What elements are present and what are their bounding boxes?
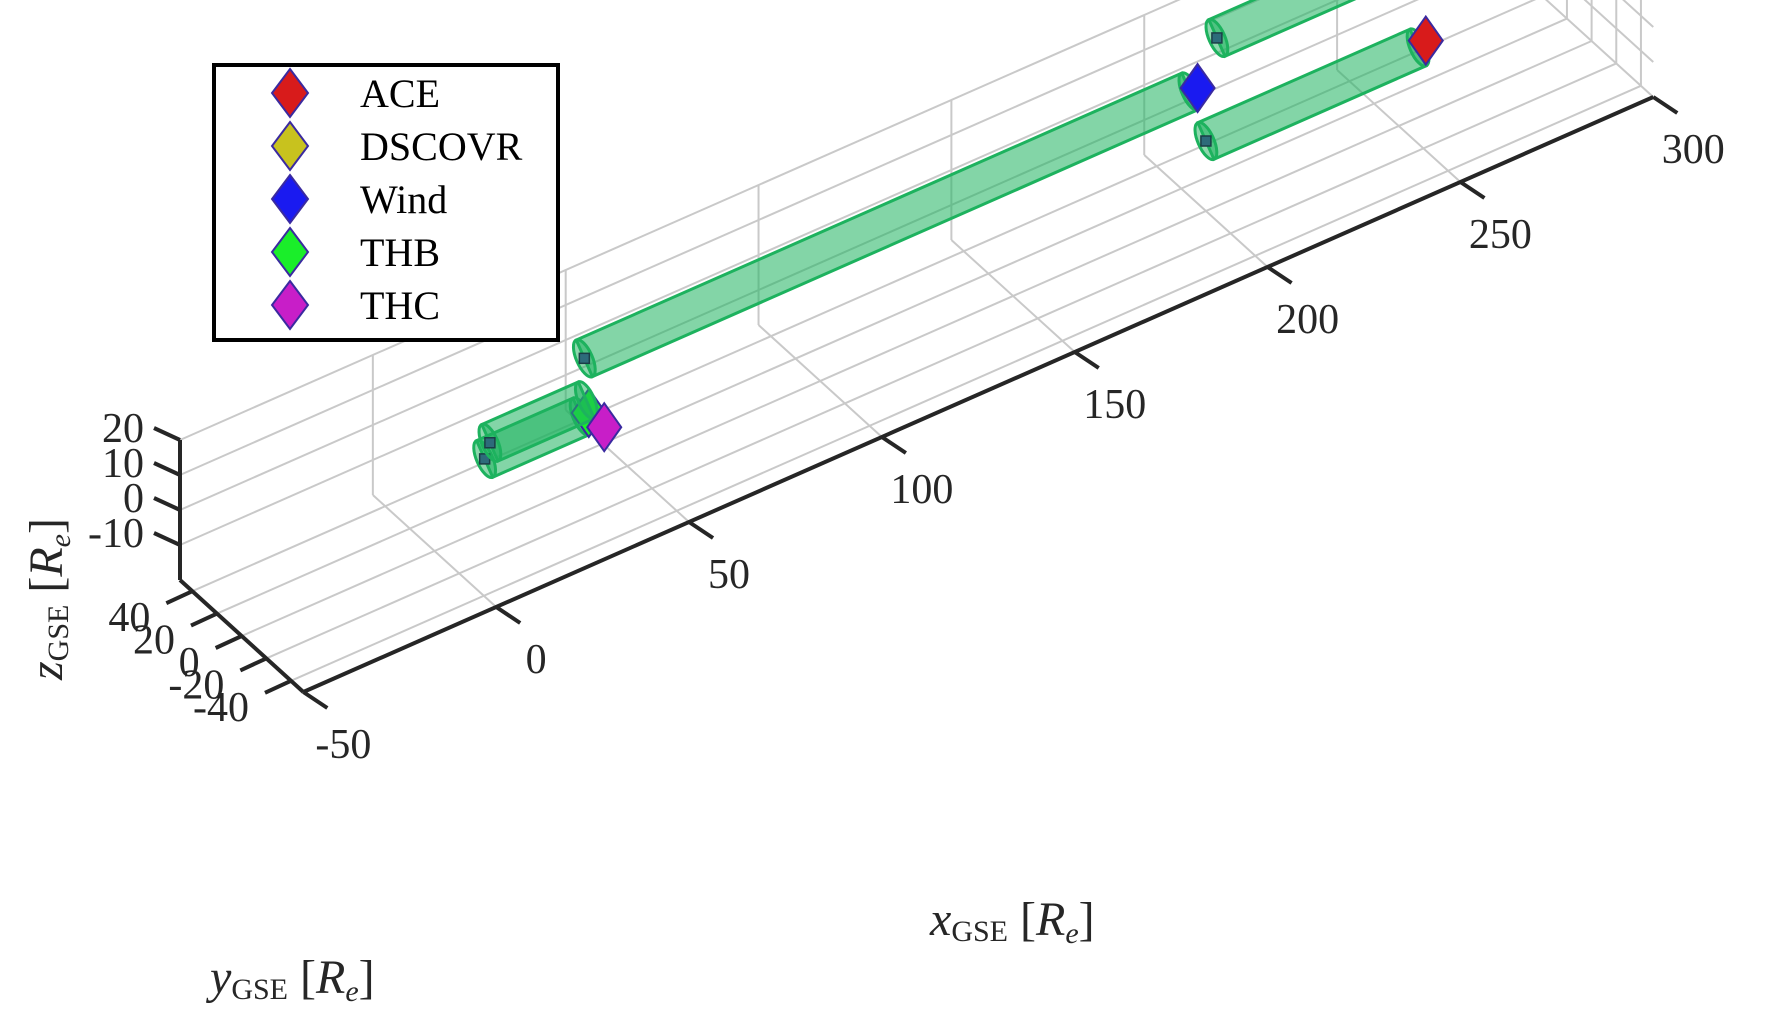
x-tick [880,435,907,455]
z-tick [153,531,181,547]
legend: ACE DSCOVR Wind THB THC [212,63,560,342]
y-tick [165,589,194,606]
legend-marker [270,67,310,119]
legend-label: THC [360,283,440,328]
x-tick [1652,95,1679,115]
y-tick-label: 0 [179,640,200,686]
legend-marker [270,173,310,225]
legend-item-wind: Wind [270,173,447,225]
grid-line [1583,0,1654,63]
series-thc [477,379,623,464]
x-tick [495,605,522,625]
x-tick-label: 250 [1469,212,1532,258]
y-tick-label: -20 [168,662,224,708]
y-tick [214,634,243,650]
x-tick-label: 50 [708,552,750,598]
z-tick-label: 0 [123,476,144,522]
z-axis-label: zGSE [Re] [20,518,77,681]
legend-label: DSCOVR [360,124,523,169]
grid-line [290,84,1642,682]
x-tick-label: 150 [1083,382,1146,428]
grid-line [1622,0,1654,28]
x-tick [1073,350,1100,370]
legend-label: ACE [360,71,440,116]
x-tick-label: -50 [315,722,371,768]
series-ace [1193,14,1444,162]
start-dot [1211,32,1223,44]
y-tick-label: 20 [133,618,175,664]
x-tick-label: 200 [1276,297,1339,343]
grid-line [216,17,1568,615]
start-dot [1200,135,1212,147]
marker-thc [585,401,623,453]
legend-item-thc: THC [270,279,440,331]
x-axis-line [302,95,1655,694]
marker-ace [1407,14,1444,67]
x-tick [302,690,329,710]
z-tick-label: 20 [102,406,144,452]
z-tick-label: 10 [102,441,144,487]
y-tick [239,656,268,673]
y-tick-label: -40 [193,685,249,731]
legend-item-dscovr: DSCOVR [270,120,523,172]
start-dot [484,437,496,449]
grid-line [179,0,1261,476]
x-axis-label: xGSE [Re] [929,893,1095,950]
x-tick [1459,180,1486,200]
marker-wind [1179,62,1216,114]
legend-item-thb: THB [270,226,440,278]
x-tick-label: 0 [526,637,547,683]
grid-line [241,40,1593,637]
y-tick [190,611,218,628]
grid-line [265,62,1617,660]
x-tick-label: 300 [1662,127,1725,173]
z-tick [153,496,181,512]
legend-label: THB [360,230,440,275]
z-tick [153,461,181,477]
x-tick [687,520,715,540]
legend-marker [270,279,310,331]
series-layer [472,0,1444,480]
legend-marker [270,120,310,172]
legend-item-ace: ACE [270,67,440,119]
series-wind [571,62,1216,379]
start-dot [578,352,591,365]
y-tick [264,678,292,695]
x-tick [1266,265,1293,285]
series-dscovr [1204,0,1357,59]
z-tick-label: -10 [88,511,144,557]
y-axis-label: yGSE [Re] [205,951,375,1008]
legend-label: Wind [360,177,447,222]
legend-marker [270,226,310,278]
z-tick [153,426,181,442]
x-tick-label: 100 [890,467,953,513]
axes [153,95,1679,710]
legend-box [212,63,560,342]
y-tick-label: 40 [108,595,150,641]
